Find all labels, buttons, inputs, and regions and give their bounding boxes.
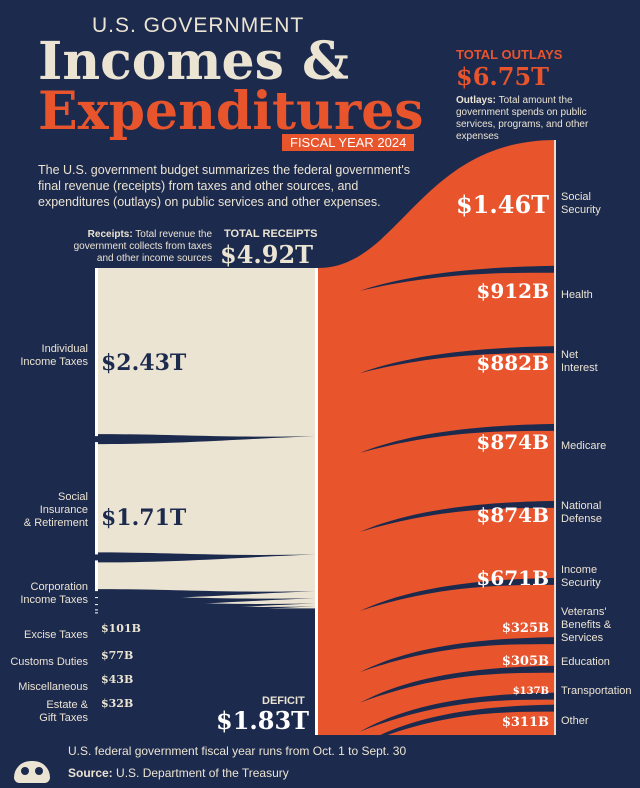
receipt-separator bbox=[95, 604, 315, 615]
footer-note: U.S. federal government fiscal year runs… bbox=[68, 744, 407, 758]
fiscal-year-pill: FISCAL YEAR 2024 bbox=[282, 134, 415, 151]
deficit-value: $1.83T bbox=[216, 706, 310, 735]
receipts-heading: TOTAL RECEIPTS bbox=[224, 228, 318, 240]
receipt-value: $32B bbox=[101, 697, 133, 710]
outlay-label: Defense bbox=[561, 513, 602, 525]
receipt-value: $43B bbox=[101, 673, 133, 686]
outlay-separator bbox=[360, 665, 556, 703]
outlay-value: $671B bbox=[476, 566, 549, 590]
receipts-total: $4.92T bbox=[220, 240, 314, 269]
receipts-description: Receipts: Total revenue the government c… bbox=[70, 229, 212, 265]
outlay-label: Veterans' bbox=[561, 606, 607, 618]
outlay-label: Benefits & bbox=[561, 619, 612, 631]
outlays-trunk bbox=[318, 268, 556, 735]
receipt-band-edge bbox=[95, 560, 98, 592]
receipt-label: Excise Taxes bbox=[24, 629, 88, 641]
supertitle: U.S. GOVERNMENT bbox=[92, 14, 305, 37]
deficit-line bbox=[315, 608, 318, 735]
receipt-value: $1.71T bbox=[101, 505, 187, 531]
receipt-band-edge bbox=[95, 268, 98, 437]
outlay-separator bbox=[360, 265, 556, 291]
outlays-desc-bold: Outlays: bbox=[456, 95, 497, 106]
receipt-value: $530B bbox=[101, 587, 174, 611]
outlay-value: $874B bbox=[476, 430, 549, 454]
outlay-label: Income bbox=[561, 564, 597, 576]
outlay-separator bbox=[360, 423, 556, 453]
receipt-label: & Retirement bbox=[24, 517, 88, 529]
outlay-separator bbox=[360, 577, 556, 611]
receipt-label: Gift Taxes bbox=[39, 712, 88, 724]
receipt-band-edge bbox=[95, 604, 98, 606]
receipt-value: $2.43T bbox=[101, 350, 187, 376]
receipt-band-edge bbox=[95, 442, 98, 555]
receipt-label: Individual bbox=[42, 343, 88, 355]
title-line1: Incomes & bbox=[38, 31, 349, 92]
receipt-separator bbox=[95, 552, 315, 563]
receipt-label: Miscellaneous bbox=[18, 681, 88, 693]
outlay-label: Health bbox=[561, 289, 593, 301]
outlay-separator bbox=[360, 692, 556, 732]
outlay-separator bbox=[360, 500, 556, 532]
outlays-total: $6.75T bbox=[456, 62, 550, 91]
receipt-label: Social bbox=[58, 491, 88, 503]
receipt-band-edge bbox=[95, 612, 98, 614]
receipts-desc: Total revenue the government collects fr… bbox=[73, 229, 212, 264]
outlay-label: Net bbox=[561, 349, 578, 361]
receipt-label: Corporation bbox=[31, 581, 88, 593]
receipts-edge bbox=[315, 268, 318, 609]
intro-text: The U.S. government budget summarizes th… bbox=[38, 163, 411, 209]
outlays-description: Outlays: Total amount the government spe… bbox=[456, 95, 628, 143]
outlay-separator bbox=[360, 346, 556, 374]
outlay-label: Security bbox=[561, 204, 601, 216]
outlay-value: $325B bbox=[502, 621, 549, 636]
brand-logo bbox=[14, 761, 50, 783]
outlay-label: Social bbox=[561, 191, 591, 203]
receipt-label: Customs Duties bbox=[10, 656, 88, 668]
source-text: U.S. Department of the Treasury bbox=[116, 766, 289, 780]
outlays-rise bbox=[318, 140, 556, 268]
outlay-label: Interest bbox=[561, 362, 598, 374]
outlay-label: Services bbox=[561, 632, 604, 644]
footer-source: Source: U.S. Department of the Treasury bbox=[68, 766, 289, 780]
outlay-value: $311B bbox=[502, 715, 549, 730]
outlay-separator bbox=[360, 704, 556, 746]
outlay-value: $1.46T bbox=[456, 190, 549, 219]
outlays-heading: TOTAL OUTLAYS bbox=[456, 47, 563, 62]
outlay-label: National bbox=[561, 500, 601, 512]
outlay-value: $874B bbox=[476, 503, 549, 527]
receipt-band-edge bbox=[95, 609, 98, 611]
source-bold: Source: bbox=[68, 766, 113, 780]
receipt-value: $101B bbox=[101, 622, 141, 635]
receipt-label: Insurance bbox=[40, 504, 88, 516]
deficit-label: DEFICIT bbox=[262, 695, 305, 707]
title-line2: Expenditures bbox=[38, 81, 424, 142]
outlay-label: Transportation bbox=[561, 685, 632, 697]
receipt-label: Income Taxes bbox=[20, 594, 88, 606]
receipt-separator bbox=[95, 434, 315, 445]
outlay-label: Other bbox=[561, 715, 589, 727]
receipt-separator bbox=[95, 589, 315, 600]
outlay-label: Education bbox=[561, 656, 610, 668]
outlays-edge bbox=[554, 140, 556, 735]
outlay-value: $137B bbox=[513, 686, 549, 697]
outlays-desc: Total amount the government spends on pu… bbox=[456, 95, 589, 142]
receipts-desc-bold: Receipts: bbox=[87, 229, 133, 240]
receipt-label: Estate & bbox=[46, 699, 88, 711]
outlay-value: $882B bbox=[476, 351, 549, 375]
outlay-label: Security bbox=[561, 577, 601, 589]
receipt-label: Income Taxes bbox=[20, 356, 88, 368]
receipt-band-edge bbox=[95, 597, 98, 599]
outlay-label: Medicare bbox=[561, 440, 606, 452]
outlay-value: $305B bbox=[502, 654, 549, 669]
receipt-value: $77B bbox=[101, 649, 133, 662]
outlay-separator bbox=[360, 637, 556, 673]
outlay-value: $912B bbox=[476, 279, 549, 303]
